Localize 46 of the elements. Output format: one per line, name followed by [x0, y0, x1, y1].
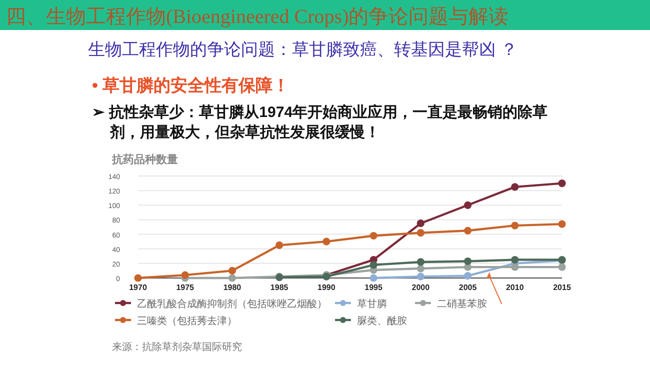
- x-tick-label: 1990: [318, 283, 336, 292]
- point: [558, 263, 566, 271]
- x-tick-label: 2005: [458, 283, 478, 292]
- legend-label: 三嗪类（包括莠去津）: [137, 315, 237, 327]
- point: [511, 183, 519, 191]
- annotation: ➢ 抗性杂草少：草甘膦从1974年开始商业应用，一直是最畅销的除草剂，用量极大，但杂草抗性发展很缓慢！: [92, 103, 549, 143]
- x-tick-label: 1975: [176, 283, 195, 292]
- point: [276, 241, 284, 250]
- point: [416, 264, 424, 272]
- point: [511, 222, 519, 230]
- point: [181, 271, 189, 279]
- point: [464, 257, 472, 266]
- point: [370, 232, 378, 240]
- legend-label: 草甘膦: [357, 298, 387, 310]
- x-tick-label: 1995: [364, 283, 384, 292]
- annotation: 来源：抗除草剂杂草国际研究: [112, 340, 242, 354]
- legend-label: 二硝基苯胺: [437, 298, 487, 310]
- point: [228, 266, 236, 275]
- point: [511, 263, 519, 271]
- point: [511, 256, 519, 264]
- point: [416, 258, 424, 266]
- point: [464, 226, 472, 234]
- x-tick-label: 1980: [223, 283, 242, 292]
- point: [322, 238, 330, 246]
- x-tick-label: 1985: [270, 283, 289, 292]
- annotation: • 草甘膦的安全性有保障！: [92, 75, 290, 97]
- point: [416, 229, 424, 237]
- x-tick-label: 2000: [412, 283, 430, 292]
- point: [370, 274, 378, 282]
- ylabel: 抗药品种数量: [112, 152, 178, 167]
- legend-label: 乙酰乳酸合成酶抑制剂（包括咪唑乙烟酸）: [137, 298, 327, 310]
- subtitle: 生物工程作物的争论问题：草甘膦致癌、转基因是帮凶 ？: [88, 39, 518, 61]
- x-tick-label: 1970: [129, 283, 148, 292]
- legend-label: 脲类、酰胺: [357, 315, 407, 327]
- x-tick-label: 2015: [553, 283, 572, 292]
- point: [464, 272, 472, 280]
- point: [134, 274, 142, 282]
- point: [558, 179, 566, 188]
- x-tick-label: 2010: [506, 283, 524, 292]
- point: [416, 272, 424, 280]
- point: [464, 201, 472, 209]
- point: [558, 220, 566, 228]
- point: [228, 274, 236, 282]
- point: [370, 261, 378, 269]
- point: [416, 220, 424, 228]
- title: 四、生物工程作物(Bioengineered Crops)的争论问题与解读: [6, 5, 509, 30]
